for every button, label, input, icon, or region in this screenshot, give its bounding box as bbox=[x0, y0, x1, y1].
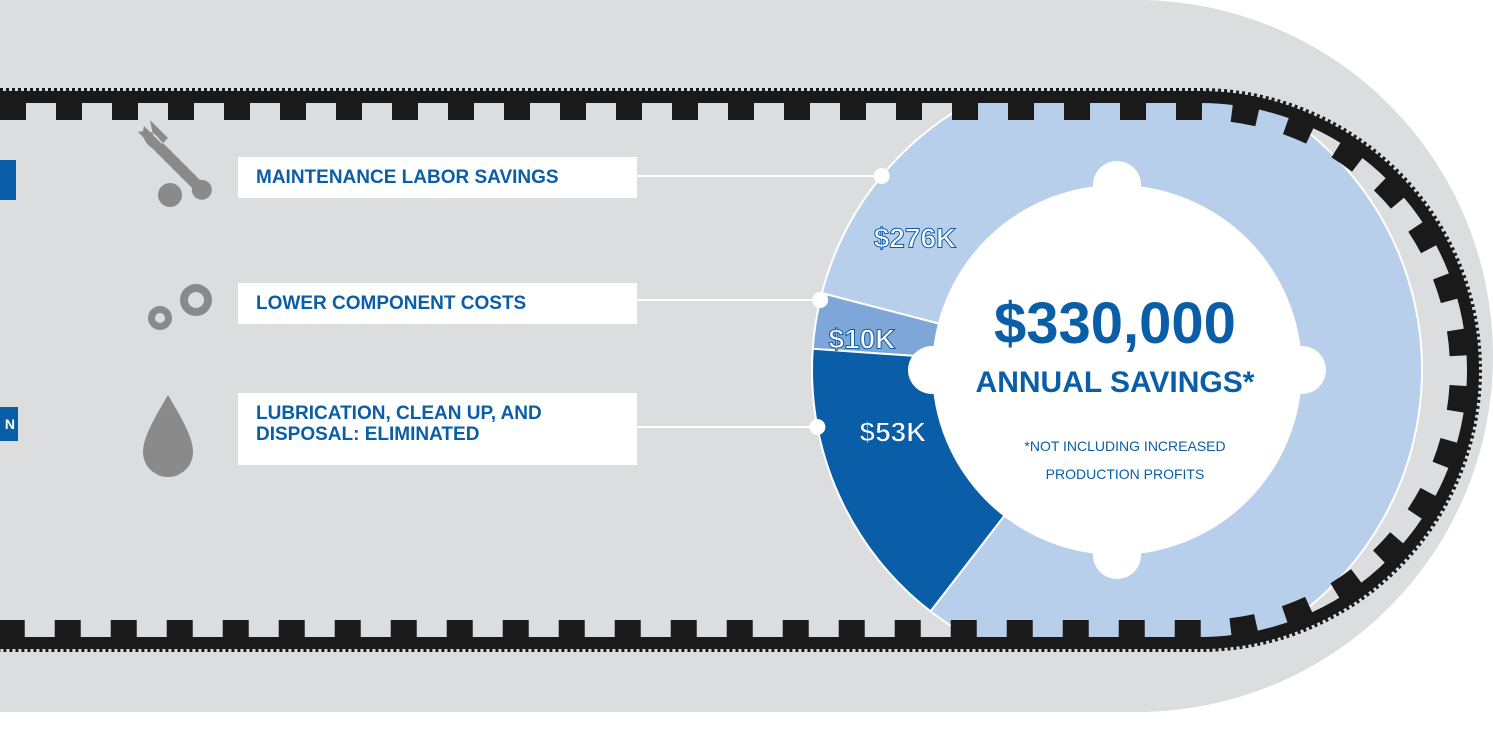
leader-dot bbox=[810, 420, 824, 434]
leader-dot bbox=[875, 169, 889, 183]
total: $330,000 bbox=[950, 290, 1280, 357]
leader-dot bbox=[813, 293, 827, 307]
value-label: $276K bbox=[874, 222, 957, 253]
value-label: $10K bbox=[829, 323, 896, 354]
callout: LUBRICATION, CLEAN UP, AND DISPOSAL: ELI… bbox=[238, 393, 637, 465]
left-tag: N bbox=[0, 407, 18, 441]
callout: MAINTENANCE LABOR SAVINGS bbox=[238, 157, 637, 198]
callout: LOWER COMPONENT COSTS bbox=[238, 283, 637, 324]
left-tag bbox=[0, 160, 16, 200]
value-label: $53K bbox=[860, 416, 927, 447]
note: *NOT INCLUDING INCREASED PRODUCTION PROF… bbox=[1010, 432, 1240, 488]
subtitle: ANNUAL SAVINGS* bbox=[950, 366, 1280, 400]
page: {"chart_data": {"type": "pie", "categori… bbox=[0, 0, 1493, 740]
